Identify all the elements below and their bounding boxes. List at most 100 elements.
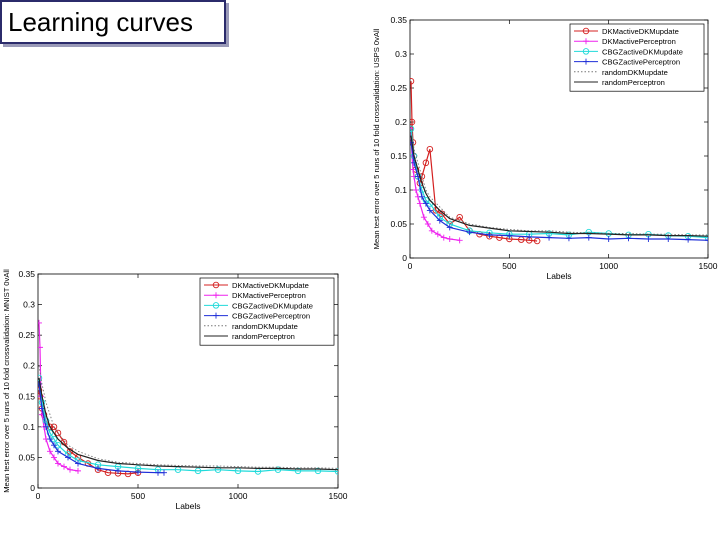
usps-point-cbgzactiveperceptron <box>645 235 652 242</box>
mnist-point-dkmactivedkmupdate <box>54 429 62 437</box>
mnist-point-cbgzactivedkmupdate <box>334 468 338 475</box>
mnist-point-cbgzactiveperceptron <box>47 436 53 443</box>
mnist-ytick-label: 0.3 <box>23 300 35 310</box>
mnist-point-cbgzactiveperceptron <box>43 423 49 430</box>
mnist-point-cbgzactiveperceptron <box>95 465 101 472</box>
usps-legend-marker-dkmactivedkmupdate <box>582 27 590 35</box>
mnist-series-group <box>38 319 338 478</box>
mnist-point-cbgzactiveperceptron <box>161 469 167 476</box>
usps-xtick-label: 0 <box>408 261 413 271</box>
usps-point-dkmactiveperceptron <box>440 234 447 241</box>
mnist-series-line-cbgzactivedkmupdate <box>38 377 338 473</box>
mnist-point-cbgzactiveperceptron <box>65 454 71 461</box>
mnist-ytick-label: 0 <box>30 483 35 493</box>
mnist-ytick-label: 0.1 <box>23 422 35 432</box>
usps-legend-label-randomdkmupdate: randomDKMupdate <box>602 68 668 77</box>
usps-ytick-label: 0.25 <box>390 83 407 93</box>
usps-point-cbgzactiveperceptron <box>418 193 425 200</box>
mnist-legend: DKMactiveDKMupdateDKMactivePerceptronCBG… <box>199 277 335 346</box>
usps-point-cbgzactiveperceptron <box>436 217 443 224</box>
usps-point-cbgzactiveperceptron <box>506 232 513 239</box>
mnist-point-cbgzactiveperceptron <box>115 467 121 474</box>
mnist-xtick-label: 1000 <box>229 491 248 501</box>
usps-ytick-label: 0 <box>402 253 407 263</box>
usps-legend-marker-dkmactiveperceptron <box>583 38 589 45</box>
mnist-point-cbgzactivedkmupdate <box>46 429 54 437</box>
usps-point-dkmactivedkmupdate <box>422 159 430 167</box>
mnist-point-cbgzactiveperceptron <box>51 442 57 449</box>
usps-ytick-label: 0.3 <box>395 49 407 59</box>
usps-ytick-label: 0.1 <box>395 185 407 195</box>
usps-xtick-label: 500 <box>502 261 516 271</box>
mnist-point-dkmactiveperceptron <box>38 319 42 326</box>
mnist-point-dkmactivedkmupdate <box>50 423 58 431</box>
usps-point-cbgzactiveperceptron <box>705 237 708 244</box>
mnist-legend-box <box>199 277 335 346</box>
mnist-point-dkmactiveperceptron <box>39 411 45 418</box>
mnist-point-cbgzactiveperceptron <box>38 381 42 388</box>
mnist-legend-label-randomperceptron: randomPerceptron <box>232 332 295 341</box>
usps-point-dkmactiveperceptron <box>428 227 435 234</box>
usps-xtick-label: 1500 <box>699 261 718 271</box>
usps-xtick-label: 1000 <box>599 261 618 271</box>
mnist-point-cbgzactivedkmupdate <box>274 466 282 473</box>
usps-series-line-randomperceptron <box>410 135 708 237</box>
usps-learning-curve-chart: 0 0.05 0.1 0.15 0.2 0.25 0.3 0.35 0 500 1000 1500 La… <box>372 15 718 281</box>
usps-point-dkmactivedkmupdate <box>456 213 463 221</box>
usps-legend-label-dkmactiveperceptron: DKMactivePerceptron <box>602 37 676 46</box>
usps-ytick-label: 0.2 <box>395 117 407 127</box>
usps-point-cbgzactiveperceptron <box>685 236 692 243</box>
usps-point-dkmactiveperceptron <box>412 187 419 193</box>
usps-legend-label-cbgzactiveperceptron: CBGZactivePerceptron <box>602 58 680 67</box>
mnist-series-line-randomperceptron <box>38 377 338 471</box>
mnist-learning-curve-chart: 0 0.05 0.1 0.15 0.2 0.25 0.3 0.35 0 500 1000 1500 La… <box>2 269 348 511</box>
mnist-xtick-label: 1500 <box>329 491 348 501</box>
mnist-ytick-label: 0.15 <box>18 391 35 401</box>
usps-legend-label-cbgzactivedkmupdate: CBGZactiveDKMupdate <box>602 47 683 56</box>
usps-point-cbgzactiveperceptron <box>446 224 453 231</box>
usps-point-cbgzactiveperceptron <box>605 235 612 242</box>
mnist-point-cbgzactiveperceptron <box>55 448 61 455</box>
usps-point-cbgzactiveperceptron <box>565 235 572 242</box>
usps-point-cbgzactiveperceptron <box>526 233 533 240</box>
usps-legend-label-dkmactivedkmupdate: DKMactiveDKMupdate <box>602 27 679 36</box>
usps-point-cbgzactiveperceptron <box>466 229 473 236</box>
mnist-xtick-label: 500 <box>131 491 145 501</box>
usps-point-dkmactivedkmupdate <box>410 77 415 85</box>
mnist-ytick-label: 0.2 <box>23 361 35 371</box>
mnist-point-dkmactiveperceptron <box>75 467 81 474</box>
usps-point-dkmactiveperceptron <box>424 221 431 227</box>
mnist-point-cbgzactiveperceptron <box>155 469 161 476</box>
usps-point-dkmactiveperceptron <box>420 214 427 221</box>
usps-ytick-label: 0.05 <box>390 219 407 229</box>
usps-point-cbgzactiveperceptron <box>665 235 672 242</box>
mnist-legend-marker-dkmactiveperceptron <box>213 292 219 299</box>
mnist-legend-marker-dkmactivedkmupdate <box>212 281 220 289</box>
mnist-point-dkmactiveperceptron <box>47 448 53 455</box>
usps-point-dkmactiveperceptron <box>410 166 416 173</box>
mnist-point-cbgzactivedkmupdate <box>214 466 222 473</box>
mnist-point-cbgzactiveperceptron <box>75 460 81 467</box>
usps-point-dkmactiveperceptron <box>456 237 463 244</box>
usps-point-dkmactiveperceptron <box>434 231 441 238</box>
usps-point-cbgzactiveperceptron <box>585 234 592 241</box>
usps-point-cbgzactiveperceptron <box>486 231 493 238</box>
usps-point-cbgzactivedkmupdate <box>704 234 708 241</box>
mnist-ytick-label: 0.25 <box>18 330 35 340</box>
mnist-point-cbgzactivedkmupdate <box>42 417 50 424</box>
usps-point-dkmactivedkmupdate <box>410 118 416 126</box>
mnist-xaxis-label: Labels <box>175 501 200 511</box>
mnist-legend-label-dkmactiveperceptron: DKMactivePerceptron <box>232 291 306 300</box>
usps-point-dkmactivedkmupdate <box>426 145 434 153</box>
mnist-point-dkmactiveperceptron <box>67 466 73 473</box>
mnist-yaxis-label: Mean test error over 5 runs of 10 fold c… <box>2 269 11 493</box>
mnist-legend-label-cbgzactiveperceptron: CBGZactivePerceptron <box>232 312 310 321</box>
usps-point-dkmactiveperceptron <box>446 235 453 242</box>
mnist-point-cbgzactivedkmupdate <box>194 467 202 475</box>
usps-legend-label-randomperceptron: randomPerceptron <box>602 78 665 87</box>
usps-point-dkmactiveperceptron <box>416 200 423 207</box>
usps-point-cbgzactiveperceptron <box>546 234 553 241</box>
usps-series-line-randomdkmupdate <box>410 121 708 236</box>
usps-xaxis-label: Labels <box>546 271 571 281</box>
mnist-point-dkmactiveperceptron <box>61 463 67 470</box>
